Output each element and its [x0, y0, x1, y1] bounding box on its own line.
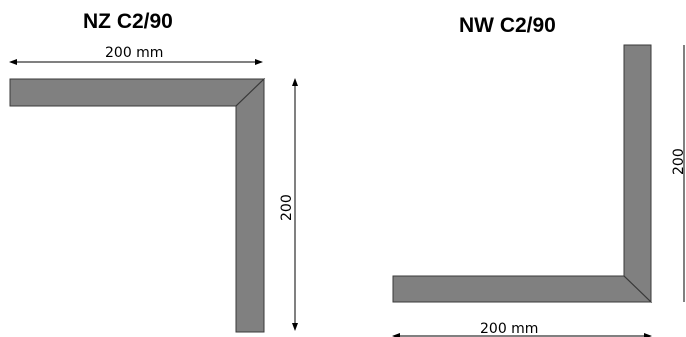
- profile-nw: 200 mm 200: [392, 44, 686, 337]
- profile-nz: 200 mm 200: [9, 45, 298, 333]
- nz-horizontal-leg: [9, 78, 266, 107]
- profile-title-nz: NZ C2/90: [83, 10, 173, 33]
- nz-miter-line: [235, 78, 265, 107]
- nz-vertical-leg: [235, 77, 265, 333]
- nw-horizontal-leg: [392, 275, 653, 303]
- nz-width-label: 200 mm: [105, 45, 163, 61]
- nw-vertical-leg: [623, 44, 652, 304]
- profile-title-nw: NW C2/90: [459, 14, 556, 37]
- nw-width-label: 200 mm: [480, 321, 538, 337]
- nz-height-label: 200: [279, 194, 295, 221]
- nw-miter-line: [623, 275, 652, 303]
- nw-height-label: 200: [671, 148, 686, 175]
